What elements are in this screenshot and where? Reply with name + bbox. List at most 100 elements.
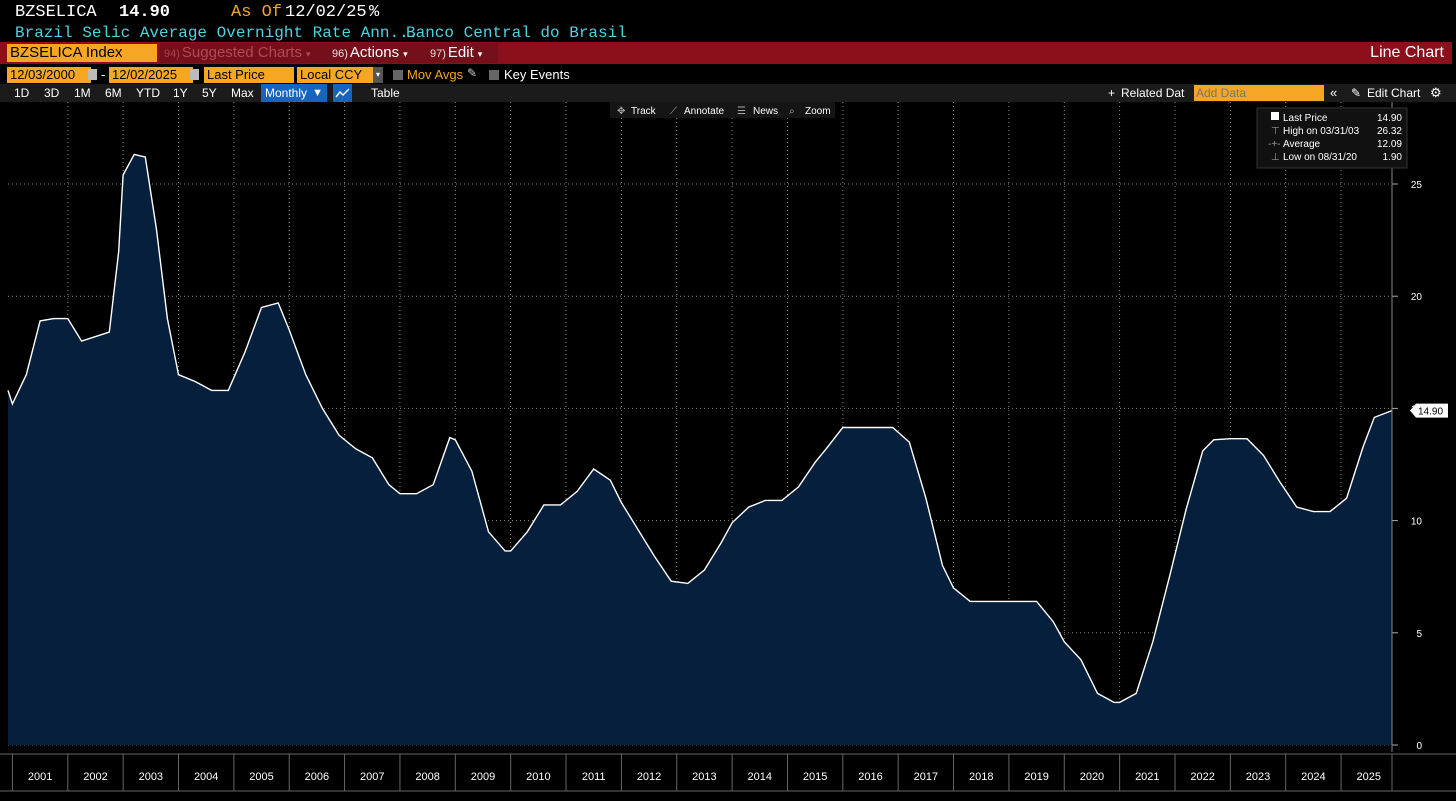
collapse-icon[interactable]: « [1330,85,1338,100]
actions-menu[interactable]: 96) Actions ▾ [328,43,426,63]
suggested-charts-number: 94) [164,48,180,60]
actions-label: Actions [349,44,400,61]
track-tool[interactable]: Track [631,106,657,117]
actions-number: 96) [332,48,348,60]
annotate-icon[interactable]: ⟋ [670,106,677,117]
y-tick-label: 25 [1411,180,1423,191]
related-data-button[interactable]: Related Dat [1121,86,1185,100]
gear-icon[interactable]: ⚙ [1430,85,1442,100]
x-tick-label: 2005 [249,771,273,783]
chevron-down-icon: ▼ [312,87,323,99]
x-tick-label: 2011 [582,771,606,783]
legend-last-label: Last Price [1283,113,1328,124]
x-axis-band [0,754,1456,796]
x-tick-label: 2008 [415,771,439,783]
edit-number: 97) [430,48,446,60]
chevron-down-icon: ▾ [403,49,408,59]
x-tick-label: 2014 [748,771,772,783]
add-data-input[interactable] [1194,85,1324,101]
period-1d-button[interactable]: 1D [14,86,30,100]
y-axis: 0510152025 [1391,102,1423,752]
security-description: Brazil Selic Average Overnight Rate Ann.… [15,24,419,42]
x-tick-label: 2019 [1024,771,1048,783]
y-tick-label: 0 [1416,741,1422,752]
chart-area[interactable]: 0510152025 20012002200320042005200620072… [0,102,1456,796]
line-chart-icon[interactable] [333,84,352,102]
period-1m-button[interactable]: 1M [74,86,91,100]
table-button[interactable]: Table [371,86,400,100]
x-tick-label: 2002 [83,771,107,783]
x-tick-label: 2016 [858,771,882,783]
y-tick-label: 5 [1416,629,1422,640]
title-row: BZSELICA 14.90 As Of 12/02/25 % [0,0,1456,24]
pencil-icon[interactable]: ✎ [1351,86,1362,100]
x-tick-label: 2001 [28,771,52,783]
y-tick-label: 20 [1411,292,1423,303]
x-tick-label: 2020 [1080,771,1104,783]
legend-swatch [1271,112,1279,120]
news-icon[interactable]: ☰ [737,106,746,117]
period-5y-button[interactable]: 5Y [202,86,217,100]
period-1y-button[interactable]: 1Y [173,86,188,100]
high-marker-icon: ⊤ [1271,126,1280,137]
description-row: Brazil Selic Average Overnight Rate Ann.… [0,24,1456,42]
x-tick-label: 2015 [803,771,827,783]
area-fill [8,154,1392,745]
period-max-button[interactable]: Max [231,86,254,100]
x-tick-label: 2023 [1246,771,1270,783]
last-price-value: 14.90 [119,3,171,22]
frequency-label: Monthly [265,86,308,100]
currency-select[interactable]: Local CCY [297,67,375,83]
security-input[interactable]: BZSELICA Index [7,44,157,62]
plus-icon[interactable]: + [1108,86,1116,100]
zoom-icon[interactable]: ⌕ [789,106,795,117]
x-tick-label: 2018 [969,771,993,783]
edit-chart-button[interactable]: Edit Chart [1367,86,1421,100]
ticker-label: BZSELICA [15,3,97,22]
legend-high-label: High on 03/31/03 [1283,126,1360,137]
date-separator: - [101,67,106,82]
x-tick-label: 2012 [637,771,661,783]
main-toolbar: BZSELICA Index 94) Suggested Charts ▾ 96) A… [0,42,1456,64]
x-tick-label: 2017 [914,771,938,783]
x-axis: 2001 2002 2003 2004 2005 2006 2007 2008 2009 2010… [0,753,1456,796]
price-field-select[interactable]: Last Price [204,67,294,83]
key-events-checkbox[interactable] [489,70,499,80]
start-date-field[interactable]: 12/03/2000 [7,67,91,83]
low-marker-icon: ⊥ [1271,152,1280,163]
end-date-field[interactable]: 12/02/2025 [109,67,193,83]
period-6m-button[interactable]: 6M [105,86,122,100]
crosshair-icon[interactable]: ✥ [617,106,625,117]
chevron-down-icon: ▾ [305,49,311,59]
key-events-label: Key Events [504,67,570,82]
average-marker-icon: -+- [1268,139,1281,150]
x-tick-label: 2022 [1190,771,1214,783]
series-line [7,153,1393,704]
as-of-date: 12/02/25 [285,3,367,22]
chevron-down-icon[interactable]: ▾ [373,67,383,83]
frequency-select[interactable]: Monthly ▼ [261,84,327,102]
legend-low-value: 1.90 [1383,152,1403,163]
line-chart[interactable]: 0510152025 20012002200320042005200620072… [0,102,1456,796]
pencil-icon[interactable]: ✎ [467,66,478,80]
period-ytd-button[interactable]: YTD [136,86,160,100]
mov-avgs-checkbox[interactable] [393,70,403,80]
calendar-icon[interactable] [190,69,199,80]
chart-type-label[interactable]: Line Chart [1370,44,1444,61]
legend-high-value: 26.32 [1377,126,1402,137]
legend-last-value: 14.90 [1377,113,1402,124]
x-tick-label: 2006 [305,771,329,783]
x-tick-label: 2007 [360,771,384,783]
x-tick-label: 2010 [526,771,550,783]
period-3d-button[interactable]: 3D [44,86,60,100]
zoom-tool[interactable]: Zoom [805,106,831,117]
data-source: Banco Central do Brasil [406,24,627,42]
suggested-charts-menu[interactable]: 94) Suggested Charts ▾ [160,43,328,63]
calendar-icon[interactable] [88,69,97,80]
annotate-tool[interactable]: Annotate [684,106,724,117]
edit-menu[interactable]: 97) Edit ▾ [426,43,498,63]
legend-low-label: Low on 08/31/20 [1283,152,1357,163]
x-tick-label: 2004 [194,771,218,783]
legend-average-value: 12.09 [1377,139,1402,150]
news-tool[interactable]: News [753,106,778,117]
